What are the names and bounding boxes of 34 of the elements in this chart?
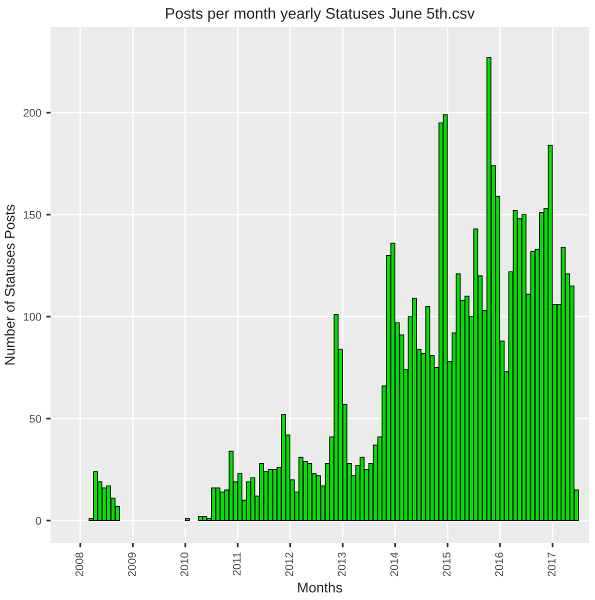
- bar: [548, 144, 553, 521]
- x-tick-label: 2011: [232, 552, 241, 576]
- bar: [246, 481, 251, 521]
- bar: [302, 461, 308, 521]
- x-tick-label: 2017: [548, 552, 556, 576]
- bar: [360, 456, 365, 521]
- y-tick-label: 150: [24, 210, 42, 219]
- bar: [237, 473, 242, 521]
- y-tick-label: 50: [30, 414, 42, 423]
- x-tick-label: 2013: [338, 552, 346, 576]
- x-tick-label: 2009: [128, 552, 136, 576]
- bar: [539, 212, 544, 521]
- bar: [268, 469, 273, 521]
- y-tick-label: 100: [24, 312, 42, 321]
- y-axis-title: Number of Statuses Posts: [4, 204, 15, 365]
- x-tick-label: 2012: [285, 552, 294, 576]
- x-tick-label: 2015: [442, 552, 451, 576]
- bar: [530, 250, 536, 521]
- bar: [198, 516, 203, 521]
- bar: [390, 242, 396, 521]
- y-tick-label: 200: [24, 108, 42, 117]
- x-tick-label: 2010: [180, 552, 188, 576]
- y-tick-label: 0: [36, 516, 42, 525]
- bar: [185, 518, 190, 521]
- x-axis-title: Months: [298, 582, 342, 592]
- chart-title: Posts per month yearly Statuses June 5th.csv: [166, 8, 475, 22]
- bar: [106, 485, 112, 521]
- bar: [442, 114, 448, 521]
- bar: [425, 306, 430, 521]
- x-tick-label: 2008: [75, 552, 84, 576]
- bar: [202, 516, 208, 521]
- x-tick-label: 2014: [390, 552, 398, 576]
- bar: [215, 488, 220, 521]
- x-tick-label: 2016: [495, 552, 503, 576]
